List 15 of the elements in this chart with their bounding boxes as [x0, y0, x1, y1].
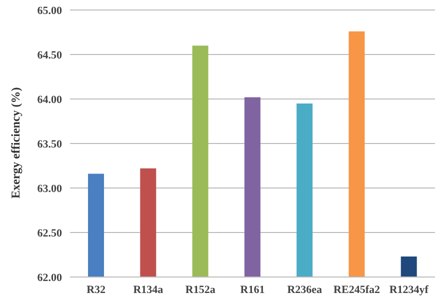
y-tick-label: 65.00	[37, 4, 62, 17]
y-tick-label: 62.00	[37, 272, 62, 284]
y-tick-label: 64.00	[37, 94, 62, 106]
x-tick-label: R1234yf	[389, 284, 429, 296]
y-tick-label: 62.50	[37, 227, 62, 240]
x-tick-label: R152a	[185, 284, 216, 296]
x-tick-label: R161	[240, 284, 265, 296]
x-tick-label: R236ea	[287, 284, 323, 296]
y-axis-title: Exergy efficiency (%)	[8, 87, 22, 198]
y-tick-label: 63.50	[37, 138, 62, 150]
y-tick-label: 64.50	[37, 49, 62, 62]
y-tick-label: 63.00	[37, 182, 62, 195]
x-tick-label: R32	[86, 284, 106, 296]
x-tick-label: R134a	[133, 284, 164, 296]
x-tick-label: RE245fa2	[334, 284, 381, 296]
